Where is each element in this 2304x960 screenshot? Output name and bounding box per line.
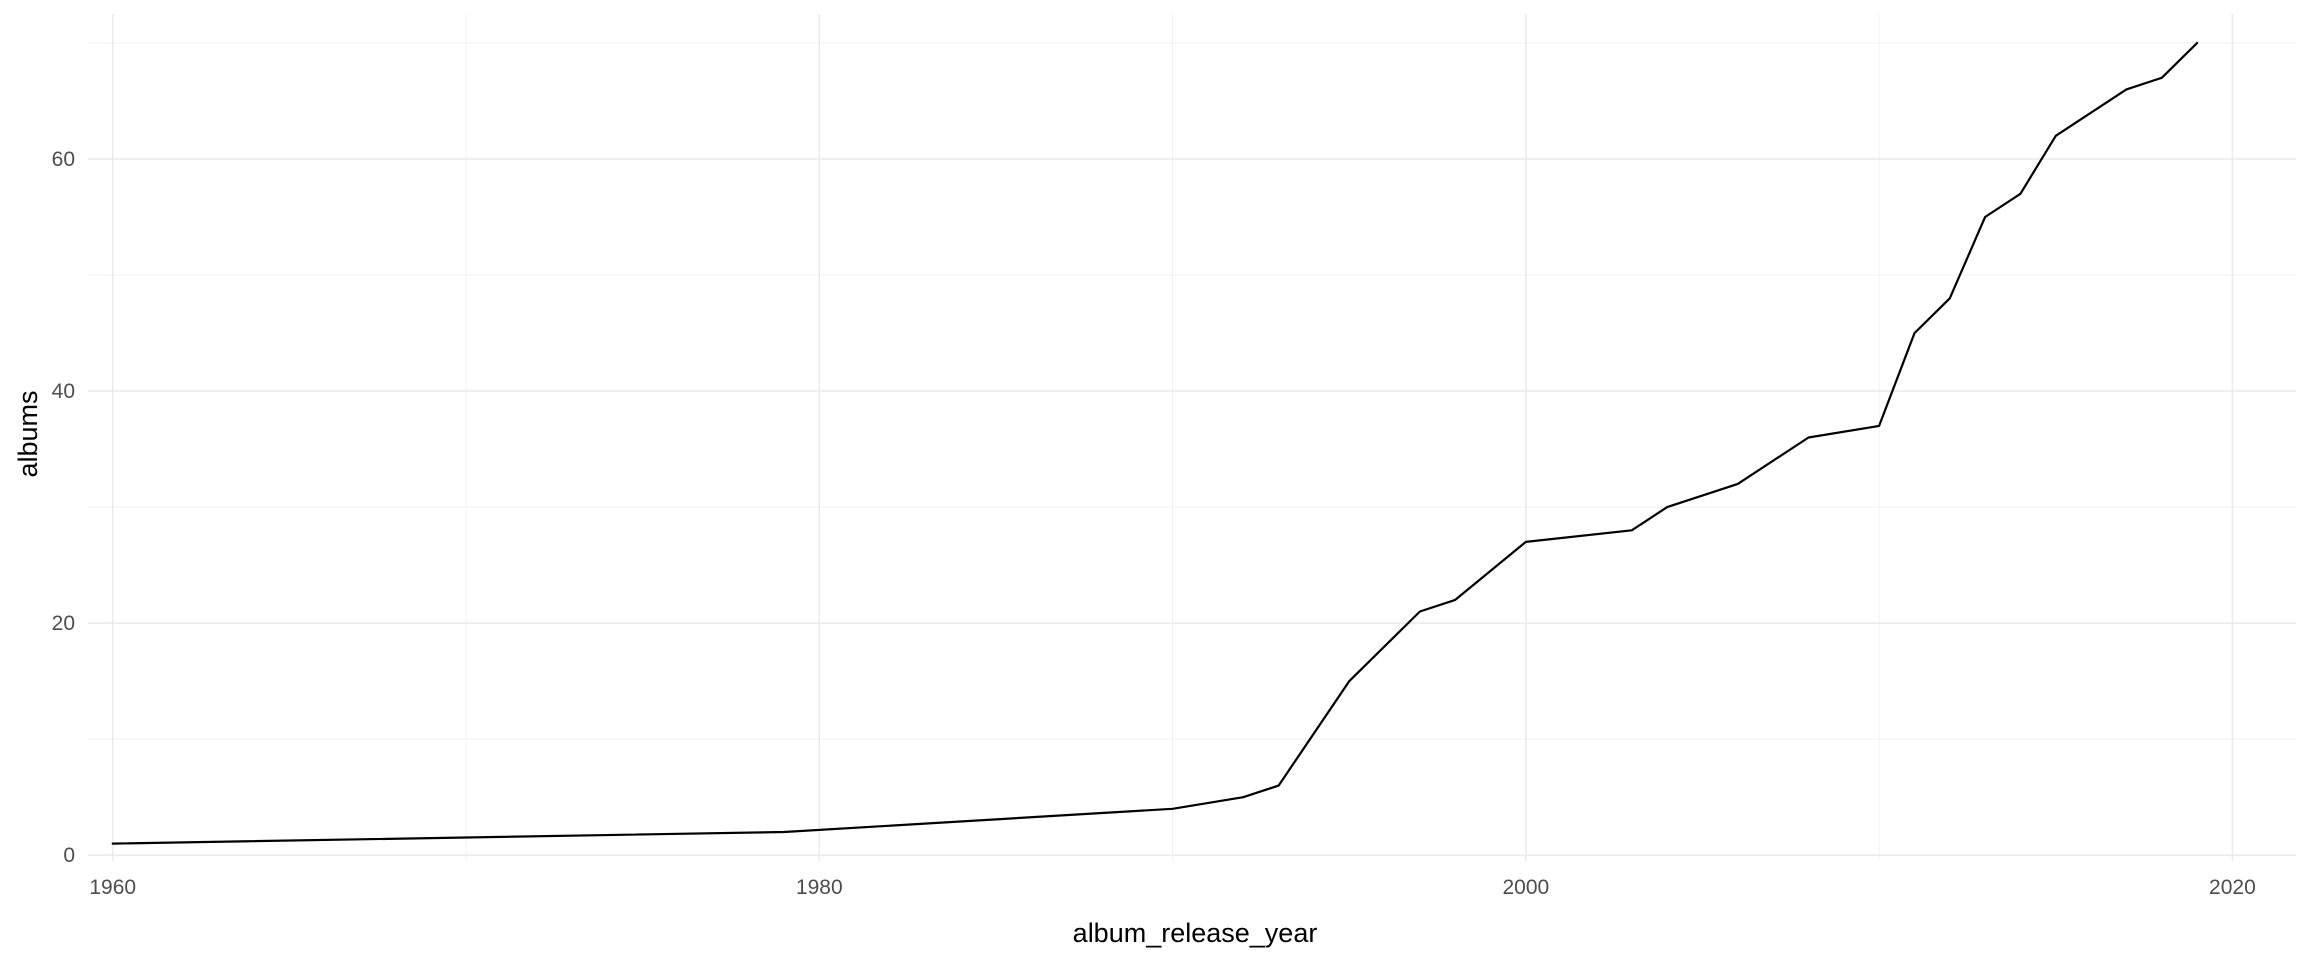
series-layer: [111, 41, 2199, 845]
x-axis-tick-labels: 1960 1980 2000 2020: [89, 876, 2255, 899]
x-axis-title: album_release_year: [1073, 918, 1318, 948]
x-tick-label: 2000: [1502, 876, 1549, 899]
x-tick-label: 1960: [89, 876, 136, 899]
y-tick-label: 60: [52, 148, 75, 171]
major-gridlines: [88, 14, 2296, 861]
y-axis-tick-labels: 0 20 40 60: [52, 148, 75, 867]
y-tick-label: 20: [52, 612, 75, 635]
y-tick-label: 0: [63, 844, 75, 867]
y-axis-title: albums: [13, 390, 43, 477]
y-tick-label: 40: [52, 380, 75, 403]
minor-gridlines: [88, 14, 2296, 861]
series-line: [111, 41, 2199, 845]
x-tick-label: 1980: [796, 876, 843, 899]
x-tick-label: 2020: [2209, 876, 2256, 899]
